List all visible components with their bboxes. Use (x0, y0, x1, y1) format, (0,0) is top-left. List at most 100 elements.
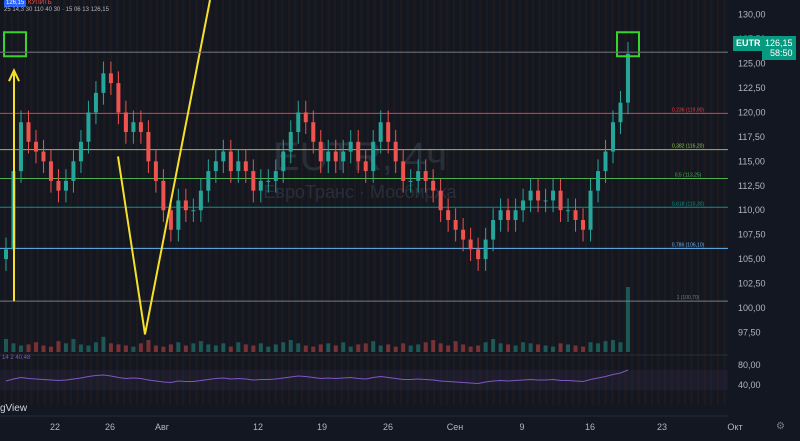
volume-bar (176, 342, 181, 352)
session-stripe (347, 0, 350, 405)
session-stripe (360, 0, 363, 405)
session-stripe (103, 0, 106, 405)
volume-bar (356, 344, 361, 352)
volume-bar (198, 341, 203, 352)
candle-body (131, 122, 136, 132)
candle-body (213, 161, 218, 172)
session-stripe (545, 0, 548, 405)
annotation-arrowhead (8, 68, 20, 82)
candle-body (483, 239, 488, 260)
volume-bar (611, 340, 616, 352)
session-stripe (294, 0, 297, 405)
volume-bar (273, 344, 278, 352)
session-stripe (4, 0, 7, 405)
candle-body (603, 151, 608, 172)
candle-body (153, 161, 158, 181)
order-price-badge[interactable]: 126,15 (4, 0, 27, 7)
candles (4, 42, 630, 271)
candle-body (588, 190, 593, 230)
candle-body (341, 151, 346, 162)
volume-bar (4, 339, 8, 352)
session-stripe (373, 0, 376, 405)
candle-body (461, 229, 466, 240)
session-stripe (182, 0, 185, 405)
price-tick-label: 130,00 (738, 10, 766, 20)
session-stripe (644, 0, 647, 405)
rsi-band (0, 370, 728, 390)
volume-bar (363, 343, 368, 352)
volume-bar (123, 345, 128, 352)
price-tick-label: 117,50 (738, 132, 765, 142)
candle-body (423, 171, 428, 181)
volume-bar (243, 344, 248, 352)
session-stripe (578, 0, 581, 405)
date-tick-label: 19 (317, 422, 327, 432)
candle-body (303, 112, 308, 123)
date-tick-label: 23 (657, 422, 667, 432)
candle-body (18, 122, 23, 172)
volume-bar (288, 340, 293, 352)
session-stripe (195, 0, 198, 405)
session-stripe (149, 0, 152, 405)
candle-body (596, 171, 601, 191)
session-stripe (241, 0, 244, 405)
candle-body (221, 151, 226, 162)
price-tick-label: 97,50 (738, 327, 761, 337)
volume-bar (566, 344, 571, 352)
volume-bar (626, 287, 630, 352)
session-stripe (314, 0, 317, 405)
session-stripe (683, 0, 686, 405)
session-stripe (386, 0, 389, 405)
candle-body (333, 151, 338, 162)
candle-body (558, 190, 563, 211)
candle-body (86, 112, 91, 142)
candle-body (431, 180, 436, 191)
volume-bar (41, 345, 46, 352)
bar-countdown: 58:50 (770, 48, 793, 58)
last-price-ticker: EUTR (733, 36, 764, 51)
volume-bar (191, 343, 196, 352)
session-stripe (598, 0, 601, 405)
date-tick-label: 9 (519, 422, 524, 432)
candle-body (273, 171, 278, 181)
volume-bar (521, 342, 526, 352)
session-stripe (327, 0, 330, 405)
session-stripe (320, 0, 323, 405)
rsi-tick-label: 80,00 (738, 360, 761, 370)
session-stripe (340, 0, 343, 405)
volume-bar (228, 346, 233, 352)
session-stripe (109, 0, 112, 405)
session-stripe (248, 0, 251, 405)
session-stripe (413, 0, 416, 405)
candle-body (4, 249, 8, 260)
candle-body (71, 161, 76, 181)
volume-bar (333, 345, 338, 352)
session-stripe (254, 0, 257, 405)
session-stripe (268, 0, 271, 405)
volume-bar (251, 345, 256, 352)
session-stripe (287, 0, 290, 405)
volume-bar (513, 345, 518, 352)
buy-button[interactable]: КУПИТЬ (28, 0, 52, 6)
volume-bar (618, 342, 623, 352)
settings-gear-icon[interactable]: ⚙ (776, 421, 785, 432)
volume-bar (146, 340, 151, 352)
session-stripe (129, 0, 132, 405)
candle-body (26, 122, 31, 142)
session-stripe (485, 0, 488, 405)
candle-body (521, 200, 526, 211)
session-stripe (571, 0, 574, 405)
session-stripe (670, 0, 673, 405)
fib-level-label: 0,786 (106,10) (672, 242, 705, 248)
volume-bar (326, 343, 331, 352)
session-stripe (459, 0, 462, 405)
volume-bar (446, 345, 451, 352)
session-stripe (261, 0, 264, 405)
candle-body (296, 112, 301, 132)
session-stripe (96, 0, 99, 405)
volume-bar (348, 346, 353, 352)
candle-body (491, 220, 496, 240)
volume-bar (213, 345, 218, 352)
candle-body (138, 122, 143, 132)
